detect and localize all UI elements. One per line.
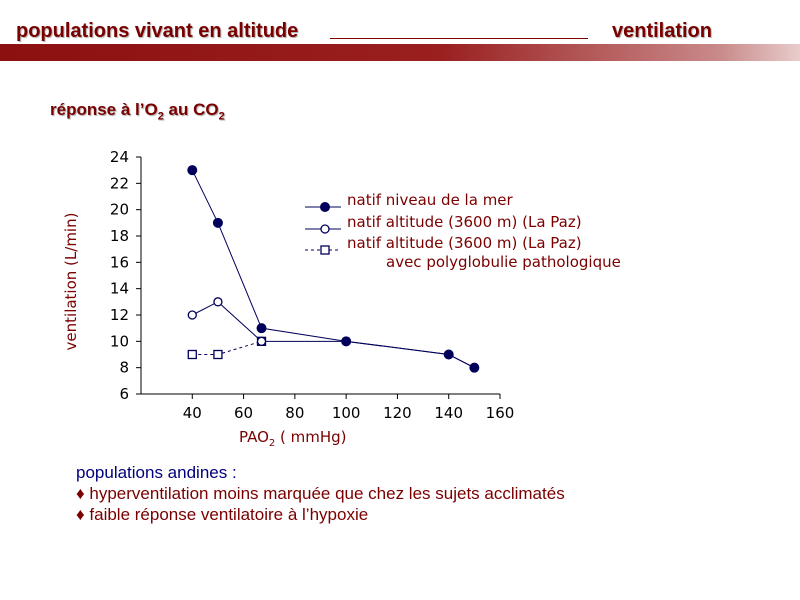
x-axis-title: PAO2 ( mmHg) bbox=[239, 428, 347, 449]
legend-label-1: natif niveau de la mer bbox=[347, 191, 514, 209]
x-tick-label: 80 bbox=[285, 404, 304, 422]
legend-marker-2 bbox=[321, 225, 329, 233]
x-tick-label: 40 bbox=[183, 404, 202, 422]
x-axis-title-units: ( mmHg) bbox=[275, 428, 346, 446]
notes-intro: populations andines : bbox=[76, 462, 565, 483]
series-3-point bbox=[188, 351, 196, 359]
series-2-point bbox=[188, 311, 196, 319]
legend-label-2: natif altitude (3600 m) (La Paz) bbox=[347, 213, 582, 231]
series-1-point bbox=[257, 324, 266, 333]
legend-label-3: natif altitude (3600 m) (La Paz) bbox=[347, 234, 582, 252]
series-1-point bbox=[470, 363, 479, 372]
y-tick-label: 6 bbox=[119, 385, 129, 403]
series-1-point bbox=[213, 218, 222, 227]
y-tick-label: 14 bbox=[110, 280, 129, 298]
series-2-line bbox=[192, 302, 474, 368]
notes-block: populations andines : ♦ hyperventilation… bbox=[76, 462, 565, 525]
x-tick-label: 120 bbox=[383, 404, 412, 422]
legend-label-3-line2: avec polyglobulie pathologique bbox=[386, 253, 621, 271]
y-tick-label: 8 bbox=[119, 359, 129, 377]
x-axis-title-main: PAO bbox=[239, 428, 269, 446]
y-tick-label: 12 bbox=[110, 306, 129, 324]
y-tick-label: 18 bbox=[110, 227, 129, 245]
y-tick-label: 20 bbox=[110, 201, 129, 219]
legend-marker-3 bbox=[321, 246, 329, 254]
y-tick-label: 16 bbox=[110, 253, 129, 271]
series-1-point bbox=[444, 350, 453, 359]
series-3-point bbox=[214, 351, 222, 359]
notes-bullet-2: ♦ faible réponse ventilatoire à l’hypoxi… bbox=[76, 504, 565, 525]
series-2-point bbox=[258, 337, 266, 345]
y-axis-title: ventilation (L/min) bbox=[62, 213, 80, 351]
legend-marker-1 bbox=[321, 203, 330, 212]
x-tick-label: 160 bbox=[486, 404, 515, 422]
series-2-point bbox=[214, 298, 222, 306]
chart-legend: natif niveau de la mer natif altitude (36… bbox=[305, 191, 621, 271]
x-tick-label: 100 bbox=[332, 404, 361, 422]
series-1-point bbox=[188, 166, 197, 175]
y-tick-label: 10 bbox=[110, 332, 129, 350]
series-1-point bbox=[342, 337, 351, 346]
series-3-line bbox=[192, 341, 261, 354]
y-tick-label: 22 bbox=[110, 174, 129, 192]
notes-bullet-1: ♦ hyperventilation moins marquée que che… bbox=[76, 483, 565, 504]
x-tick-label: 60 bbox=[234, 404, 253, 422]
y-tick-label: 24 bbox=[110, 148, 129, 166]
x-tick-label: 140 bbox=[434, 404, 463, 422]
